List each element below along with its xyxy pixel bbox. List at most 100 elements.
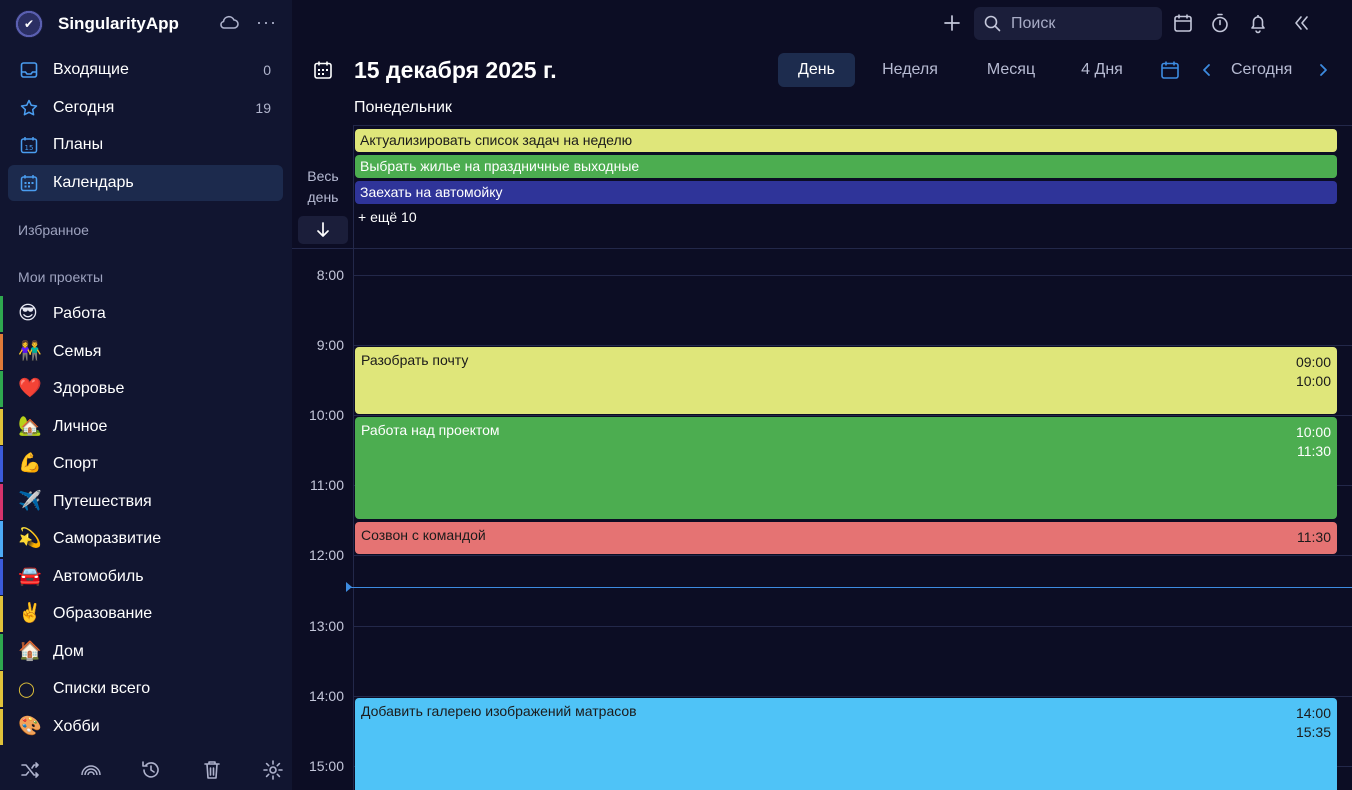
project-item-personal[interactable]: 🏡 Личное bbox=[0, 409, 292, 445]
project-item-travel[interactable]: ✈️ Путешествия bbox=[0, 484, 292, 520]
biceps-emoji-icon: 💪 bbox=[18, 453, 42, 474]
project-color-bar bbox=[0, 709, 3, 745]
hour-label: 14:00 bbox=[308, 688, 344, 704]
calendar-event[interactable]: Созвон с командой 11:30 bbox=[355, 522, 1337, 554]
tab-month[interactable]: Месяц bbox=[986, 61, 1036, 78]
tab-day[interactable]: День bbox=[778, 53, 855, 87]
hour-label: 10:00 bbox=[308, 407, 344, 423]
collapse-left-icon[interactable] bbox=[1290, 12, 1312, 34]
settings-icon[interactable] bbox=[262, 759, 284, 781]
house-garden-emoji-icon: 🏡 bbox=[18, 416, 42, 437]
calendar-15-icon: 15 bbox=[20, 137, 38, 154]
search-placeholder: Поиск bbox=[1011, 15, 1056, 32]
chevron-right-icon[interactable] bbox=[1316, 62, 1330, 78]
hour-label: 12:00 bbox=[308, 547, 344, 563]
calendar-grid-icon[interactable] bbox=[313, 60, 333, 80]
tab-4-days[interactable]: 4 Дня bbox=[1081, 61, 1123, 78]
project-label: Работа bbox=[53, 305, 106, 322]
tab-week[interactable]: Неделя bbox=[882, 61, 938, 78]
hour-line bbox=[354, 696, 1352, 697]
rings-icon: ◯ bbox=[18, 681, 35, 698]
check-circle-icon[interactable]: ✔ bbox=[15, 10, 43, 38]
project-item-self-development[interactable]: 💫 Саморазвитие bbox=[0, 521, 292, 557]
project-item-family[interactable]: 👫 Семья bbox=[0, 334, 292, 370]
calendar-picker-icon[interactable] bbox=[1160, 60, 1180, 80]
sidebar-item-inbox[interactable]: Входящие 0 bbox=[8, 52, 283, 88]
calendar-main: Поиск 15 декабря 2025 г. День Неделя Мес… bbox=[292, 0, 1352, 790]
project-item-lists[interactable]: ◯ Списки всего bbox=[0, 671, 292, 707]
event-end-time: 10:00 bbox=[1295, 373, 1331, 389]
sidebar-item-today[interactable]: Сегодня 19 bbox=[8, 90, 283, 126]
project-item-work[interactable]: 😎 Работа bbox=[0, 296, 292, 332]
shuffle-icon[interactable] bbox=[19, 759, 41, 781]
timer-icon[interactable] bbox=[1209, 12, 1231, 34]
star-icon bbox=[20, 99, 38, 116]
project-label: Путешествия bbox=[53, 493, 152, 510]
calendar-event[interactable]: Разобрать почту 09:00 10:00 bbox=[355, 347, 1337, 414]
event-end-time: 15:35 bbox=[1295, 724, 1331, 740]
collapse-allday-button[interactable] bbox=[298, 216, 348, 244]
divider bbox=[354, 125, 1352, 126]
allday-event[interactable]: Актуализировать список задач на неделю bbox=[355, 129, 1337, 152]
sidebar-item-plans[interactable]: 15 Планы bbox=[8, 127, 283, 163]
project-color-bar bbox=[0, 409, 3, 445]
calendar-event[interactable]: Добавить галерею изображений матрасов 14… bbox=[355, 698, 1337, 790]
search-input[interactable]: Поиск bbox=[974, 7, 1162, 40]
chevron-left-icon[interactable] bbox=[1200, 62, 1214, 78]
car-emoji-icon: 🚘 bbox=[18, 566, 42, 587]
more-horizontal-icon[interactable]: ··· bbox=[256, 12, 277, 32]
rainbow-icon[interactable] bbox=[80, 759, 102, 781]
favorites-title[interactable]: Избранное bbox=[18, 222, 89, 238]
event-title: Созвон с командой bbox=[361, 527, 486, 543]
project-item-hobby[interactable]: 🎨 Хобби bbox=[0, 709, 292, 745]
event-title: Разобрать почту bbox=[361, 352, 469, 368]
event-start-time: 09:00 bbox=[1295, 354, 1331, 370]
project-label: Списки всего bbox=[53, 680, 151, 697]
projects-title[interactable]: Мои проекты bbox=[18, 269, 104, 285]
hour-label: 15:00 bbox=[308, 758, 344, 774]
hour-line bbox=[354, 345, 1352, 346]
palette-emoji-icon: 🎨 bbox=[18, 716, 42, 737]
bell-icon[interactable] bbox=[1247, 12, 1269, 34]
project-item-car[interactable]: 🚘 Автомобиль bbox=[0, 559, 292, 595]
allday-event[interactable]: Выбрать жилье на праздничные выходные bbox=[355, 155, 1337, 178]
plus-icon[interactable] bbox=[941, 12, 963, 34]
trash-icon[interactable] bbox=[201, 759, 223, 781]
project-color-bar bbox=[0, 596, 3, 632]
calendar-icon[interactable] bbox=[1172, 12, 1194, 34]
sidebar-item-calendar[interactable]: Календарь bbox=[8, 165, 283, 201]
hour-line bbox=[354, 275, 1352, 276]
sidebar-item-label: Сегодня bbox=[53, 99, 115, 116]
project-color-bar bbox=[0, 371, 3, 407]
project-label: Автомобиль bbox=[53, 568, 144, 585]
calendar-grid-icon bbox=[20, 175, 38, 192]
calendar-event[interactable]: Работа над проектом 10:00 11:30 bbox=[355, 417, 1337, 519]
event-time: 09:00 10:00 bbox=[1296, 353, 1331, 391]
divider bbox=[292, 248, 1352, 249]
event-time: 14:00 15:35 bbox=[1296, 704, 1331, 742]
project-item-health[interactable]: ❤️ Здоровье bbox=[0, 371, 292, 407]
dizzy-emoji-icon: 💫 bbox=[18, 528, 42, 549]
cloud-icon[interactable] bbox=[218, 14, 240, 32]
brand-header: ✔ SingularityApp ··· bbox=[0, 0, 292, 48]
more-allday-link[interactable]: + ещё 10 bbox=[358, 209, 417, 225]
history-icon[interactable] bbox=[140, 759, 162, 781]
sidebar-footer bbox=[0, 750, 292, 790]
weekday-label: Понедельник bbox=[354, 99, 452, 116]
event-title: Работа над проектом bbox=[361, 422, 500, 438]
event-start-time: 11:30 bbox=[1297, 529, 1331, 545]
project-color-bar bbox=[0, 446, 3, 482]
today-button[interactable]: Сегодня bbox=[1231, 61, 1293, 78]
sidebar-item-count: 0 bbox=[263, 62, 271, 78]
project-color-bar bbox=[0, 484, 3, 520]
project-item-sport[interactable]: 💪 Спорт bbox=[0, 446, 292, 482]
project-item-home[interactable]: 🏠 Дом bbox=[0, 634, 292, 670]
project-color-bar bbox=[0, 296, 3, 332]
project-color-bar bbox=[0, 521, 3, 557]
allday-event[interactable]: Заехать на автомойку bbox=[355, 181, 1337, 204]
project-label: Здоровье bbox=[53, 380, 125, 397]
current-time-line bbox=[350, 587, 1352, 588]
event-start-time: 14:00 bbox=[1295, 705, 1331, 721]
sunglasses-emoji-icon: 😎 bbox=[18, 303, 38, 324]
project-item-education[interactable]: ✌️ Образование bbox=[0, 596, 292, 632]
